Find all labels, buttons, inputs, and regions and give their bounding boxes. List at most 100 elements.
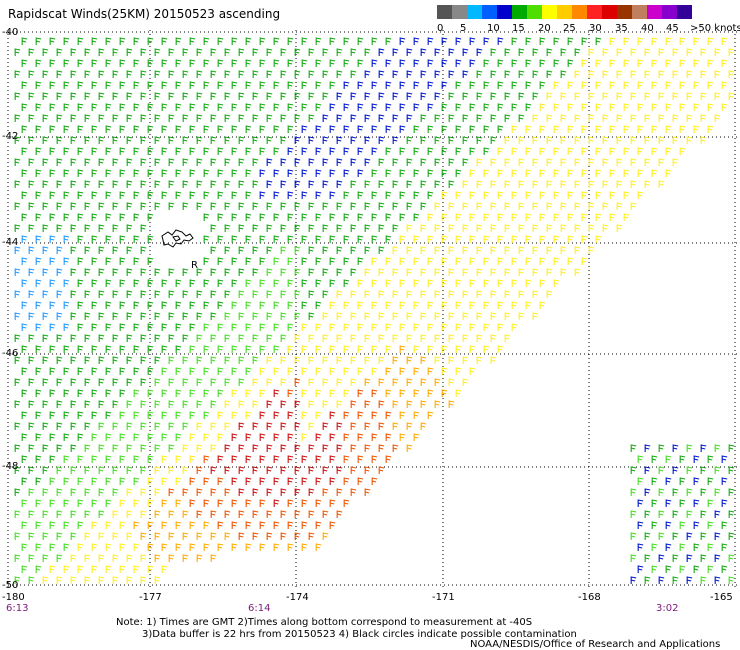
wind-barb xyxy=(147,37,154,45)
colorbar-label: 20 xyxy=(538,23,551,34)
wind-barb xyxy=(140,466,147,474)
wind-barb xyxy=(105,37,112,45)
wind-barb xyxy=(343,191,350,199)
wind-barb xyxy=(14,158,21,166)
wind-barb xyxy=(357,323,364,331)
wind-barb xyxy=(441,147,448,155)
wind-barb xyxy=(700,92,707,100)
wind-barb xyxy=(308,378,315,386)
wind-barb xyxy=(154,510,161,518)
wind-barb xyxy=(301,257,308,265)
wind-barb xyxy=(161,389,168,397)
wind-barb xyxy=(455,169,462,177)
wind-barb xyxy=(343,125,350,133)
wind-barb xyxy=(672,532,679,540)
wind-barb xyxy=(497,103,504,111)
wind-barb xyxy=(259,455,266,463)
wind-barb xyxy=(196,378,203,386)
wind-barb xyxy=(301,59,308,67)
wind-barb xyxy=(147,213,154,221)
wind-barb xyxy=(630,444,637,452)
wind-barb xyxy=(217,257,224,265)
wind-barb xyxy=(91,169,98,177)
wind-barb xyxy=(14,554,21,562)
wind-barb xyxy=(497,191,504,199)
wind-barb xyxy=(476,48,483,56)
wind-barb xyxy=(224,400,231,408)
wind-barb xyxy=(532,202,539,210)
wind-barb xyxy=(35,367,42,375)
wind-barb xyxy=(287,301,294,309)
wind-barb xyxy=(273,499,280,507)
wind-barb xyxy=(245,367,252,375)
wind-barb xyxy=(546,180,553,188)
wind-barb xyxy=(175,521,182,529)
wind-barb xyxy=(434,92,441,100)
wind-barb xyxy=(532,158,539,166)
wind-barb xyxy=(224,114,231,122)
wind-barb xyxy=(203,279,210,287)
wind-barb xyxy=(280,312,287,320)
wind-barb xyxy=(714,70,721,78)
wind-barb xyxy=(728,576,735,584)
wind-barb xyxy=(322,312,329,320)
wind-barb xyxy=(63,433,70,441)
wind-barb xyxy=(623,213,630,221)
wind-barb xyxy=(140,136,147,144)
wind-barb xyxy=(28,444,35,452)
wind-barb xyxy=(245,103,252,111)
wind-barb xyxy=(469,257,476,265)
wind-barb xyxy=(707,565,714,573)
wind-barb xyxy=(77,125,84,133)
wind-barb xyxy=(609,147,616,155)
wind-barb xyxy=(217,433,224,441)
wind-barb xyxy=(161,169,168,177)
wind-barb xyxy=(49,103,56,111)
wind-barb xyxy=(336,400,343,408)
wind-barb xyxy=(385,37,392,45)
wind-barb xyxy=(651,59,658,67)
wind-barb xyxy=(112,576,119,584)
wind-barb xyxy=(77,147,84,155)
wind-barb xyxy=(168,356,175,364)
wind-barb xyxy=(434,246,441,254)
wind-barb xyxy=(49,323,56,331)
wind-barb xyxy=(49,191,56,199)
wind-barb xyxy=(245,389,252,397)
wind-barb xyxy=(140,356,147,364)
wind-barb xyxy=(322,70,329,78)
wind-barb xyxy=(329,37,336,45)
wind-barb xyxy=(70,510,77,518)
wind-barb xyxy=(658,532,665,540)
wind-barb xyxy=(420,224,427,232)
wind-barb xyxy=(378,180,385,188)
wind-barb xyxy=(133,323,140,331)
wind-barb xyxy=(595,147,602,155)
wind-barb xyxy=(469,323,476,331)
wind-barb xyxy=(343,147,350,155)
wind-barb xyxy=(203,191,210,199)
wind-barb xyxy=(42,136,49,144)
wind-barb xyxy=(672,576,679,584)
wind-barb xyxy=(462,158,469,166)
time-label-mid: 6:14 xyxy=(248,603,271,614)
wind-barb xyxy=(497,147,504,155)
wind-barb xyxy=(693,499,700,507)
wind-barb xyxy=(315,499,322,507)
wind-barb xyxy=(112,444,119,452)
wind-barb xyxy=(238,136,245,144)
wind-barb xyxy=(35,147,42,155)
wind-barb xyxy=(273,37,280,45)
wind-barb xyxy=(308,290,315,298)
wind-barb xyxy=(322,158,329,166)
wind-barb xyxy=(14,576,21,584)
wind-barb xyxy=(462,290,469,298)
wind-barb xyxy=(147,235,154,243)
wind-barb xyxy=(385,345,392,353)
wind-barb xyxy=(371,279,378,287)
wind-barb xyxy=(280,224,287,232)
wind-barb xyxy=(616,48,623,56)
wind-barb xyxy=(567,169,574,177)
wind-barb xyxy=(616,224,623,232)
wind-barb xyxy=(63,543,70,551)
